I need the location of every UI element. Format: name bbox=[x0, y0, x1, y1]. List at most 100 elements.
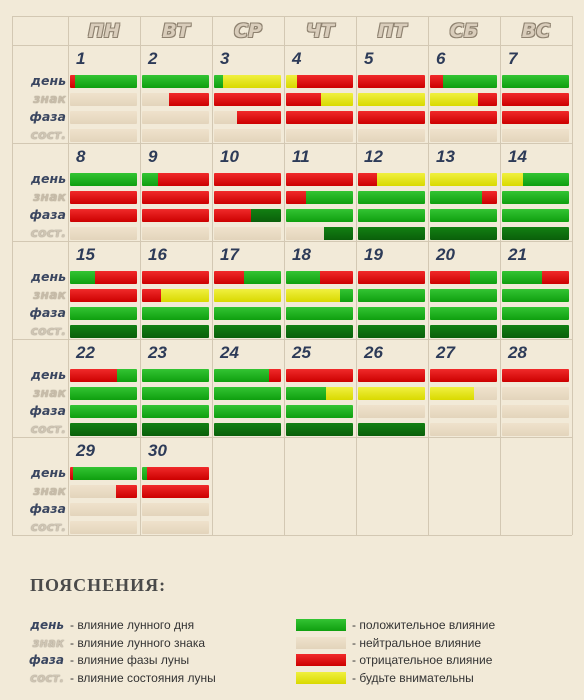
grid-line-vertical bbox=[68, 16, 69, 535]
bar-segment bbox=[237, 111, 281, 124]
influence-bar-sign bbox=[502, 191, 569, 204]
bar-segment bbox=[142, 209, 209, 222]
bar-segment bbox=[502, 423, 569, 436]
influence-bar-state bbox=[142, 521, 209, 534]
bar-segment bbox=[502, 387, 569, 400]
day-number: 16 bbox=[148, 245, 167, 264]
bar-segment bbox=[358, 209, 425, 222]
influence-bar-sign bbox=[430, 289, 497, 302]
bar-segment bbox=[478, 93, 497, 106]
legend-swatch bbox=[296, 671, 346, 684]
influence-bar-day bbox=[70, 369, 137, 382]
weekday-header: СБ bbox=[449, 20, 479, 42]
bar-segment bbox=[214, 227, 281, 240]
influence-bar-sign bbox=[286, 387, 353, 400]
legend-title: ПОЯСНЕНИЯ: bbox=[30, 575, 167, 595]
influence-bar-day bbox=[214, 369, 281, 382]
influence-bar-phase bbox=[142, 405, 209, 418]
influence-bar-sign bbox=[286, 93, 353, 106]
row-label-state: сост. bbox=[30, 421, 66, 436]
influence-bar-state bbox=[286, 227, 353, 240]
influence-bar-day bbox=[286, 271, 353, 284]
bar-segment bbox=[358, 129, 425, 142]
bar-segment bbox=[286, 271, 320, 284]
weekday-header: ЧТ bbox=[305, 20, 335, 42]
bar-segment bbox=[358, 173, 377, 186]
bar-segment bbox=[223, 75, 281, 88]
influence-bar-phase bbox=[214, 111, 281, 124]
legend-description: - отрицательное влияние bbox=[352, 653, 493, 667]
bar-segment bbox=[142, 467, 147, 480]
influence-bar-state bbox=[502, 129, 569, 142]
bar-segment bbox=[142, 503, 209, 516]
bar-segment bbox=[358, 191, 425, 204]
influence-bar-phase bbox=[286, 405, 353, 418]
bar-segment bbox=[214, 423, 281, 436]
grid-line-horizontal bbox=[12, 143, 572, 144]
bar-segment bbox=[286, 129, 353, 142]
row-label-state: сост. bbox=[30, 323, 66, 338]
influence-bar-sign bbox=[70, 191, 137, 204]
row-label-sign: знак bbox=[33, 483, 66, 498]
influence-bar-sign bbox=[358, 387, 425, 400]
bar-segment bbox=[95, 271, 137, 284]
day-number: 30 bbox=[148, 441, 167, 460]
influence-bar-state bbox=[70, 521, 137, 534]
grid-line-vertical bbox=[212, 16, 213, 535]
day-number: 17 bbox=[220, 245, 239, 264]
day-number: 7 bbox=[508, 49, 518, 68]
weekday-header: ВТ bbox=[162, 20, 190, 42]
influence-bar-state bbox=[358, 423, 425, 436]
bar-segment bbox=[481, 191, 497, 204]
bar-segment bbox=[430, 111, 497, 124]
influence-bar-day bbox=[358, 75, 425, 88]
bar-segment bbox=[142, 325, 209, 338]
bar-segment bbox=[142, 111, 209, 124]
influence-bar-day bbox=[214, 271, 281, 284]
bar-segment bbox=[502, 209, 569, 222]
influence-bar-sign bbox=[358, 93, 425, 106]
row-label-phase: фаза bbox=[29, 403, 66, 418]
day-number: 18 bbox=[292, 245, 311, 264]
influence-bar-phase bbox=[142, 503, 209, 516]
grid-line-horizontal bbox=[12, 45, 572, 46]
influence-bar-day bbox=[430, 369, 497, 382]
bar-segment bbox=[214, 75, 224, 88]
bar-segment bbox=[430, 93, 479, 106]
row-label-phase: фаза bbox=[29, 501, 66, 516]
legend-swatch bbox=[296, 636, 346, 649]
influence-bar-phase bbox=[214, 307, 281, 320]
bar-segment bbox=[142, 387, 209, 400]
influence-bar-state bbox=[358, 227, 425, 240]
influence-bar-phase bbox=[70, 111, 137, 124]
bar-segment bbox=[70, 111, 137, 124]
bar-segment bbox=[502, 405, 569, 418]
bar-segment bbox=[358, 111, 425, 124]
bar-segment bbox=[430, 191, 482, 204]
grid-line-horizontal bbox=[12, 535, 572, 536]
influence-bar-day bbox=[502, 173, 569, 186]
bar-segment bbox=[214, 191, 281, 204]
bar-segment bbox=[358, 75, 425, 88]
row-label-phase: фаза bbox=[29, 207, 66, 222]
bar-segment bbox=[70, 503, 137, 516]
influence-bar-phase bbox=[214, 209, 281, 222]
influence-bar-day bbox=[142, 173, 209, 186]
legend-description: - влияние лунного знака bbox=[70, 635, 206, 650]
influence-bar-sign bbox=[502, 289, 569, 302]
bar-segment bbox=[142, 405, 209, 418]
bar-segment bbox=[250, 209, 281, 222]
grid-line-vertical bbox=[356, 16, 357, 535]
legend-swatch bbox=[296, 619, 346, 631]
bar-segment bbox=[214, 111, 238, 124]
bar-segment bbox=[502, 271, 543, 284]
bar-segment bbox=[430, 423, 497, 436]
influence-bar-state bbox=[142, 423, 209, 436]
day-number: 19 bbox=[364, 245, 383, 264]
influence-bar-sign bbox=[142, 485, 209, 498]
bar-segment bbox=[70, 289, 137, 302]
legend: ПОЯСНЕНИЯ: день - влияние лунного дня знак… bbox=[0, 560, 584, 700]
bar-segment bbox=[158, 173, 209, 186]
grid-line-vertical bbox=[12, 16, 13, 535]
bar-segment bbox=[286, 111, 353, 124]
